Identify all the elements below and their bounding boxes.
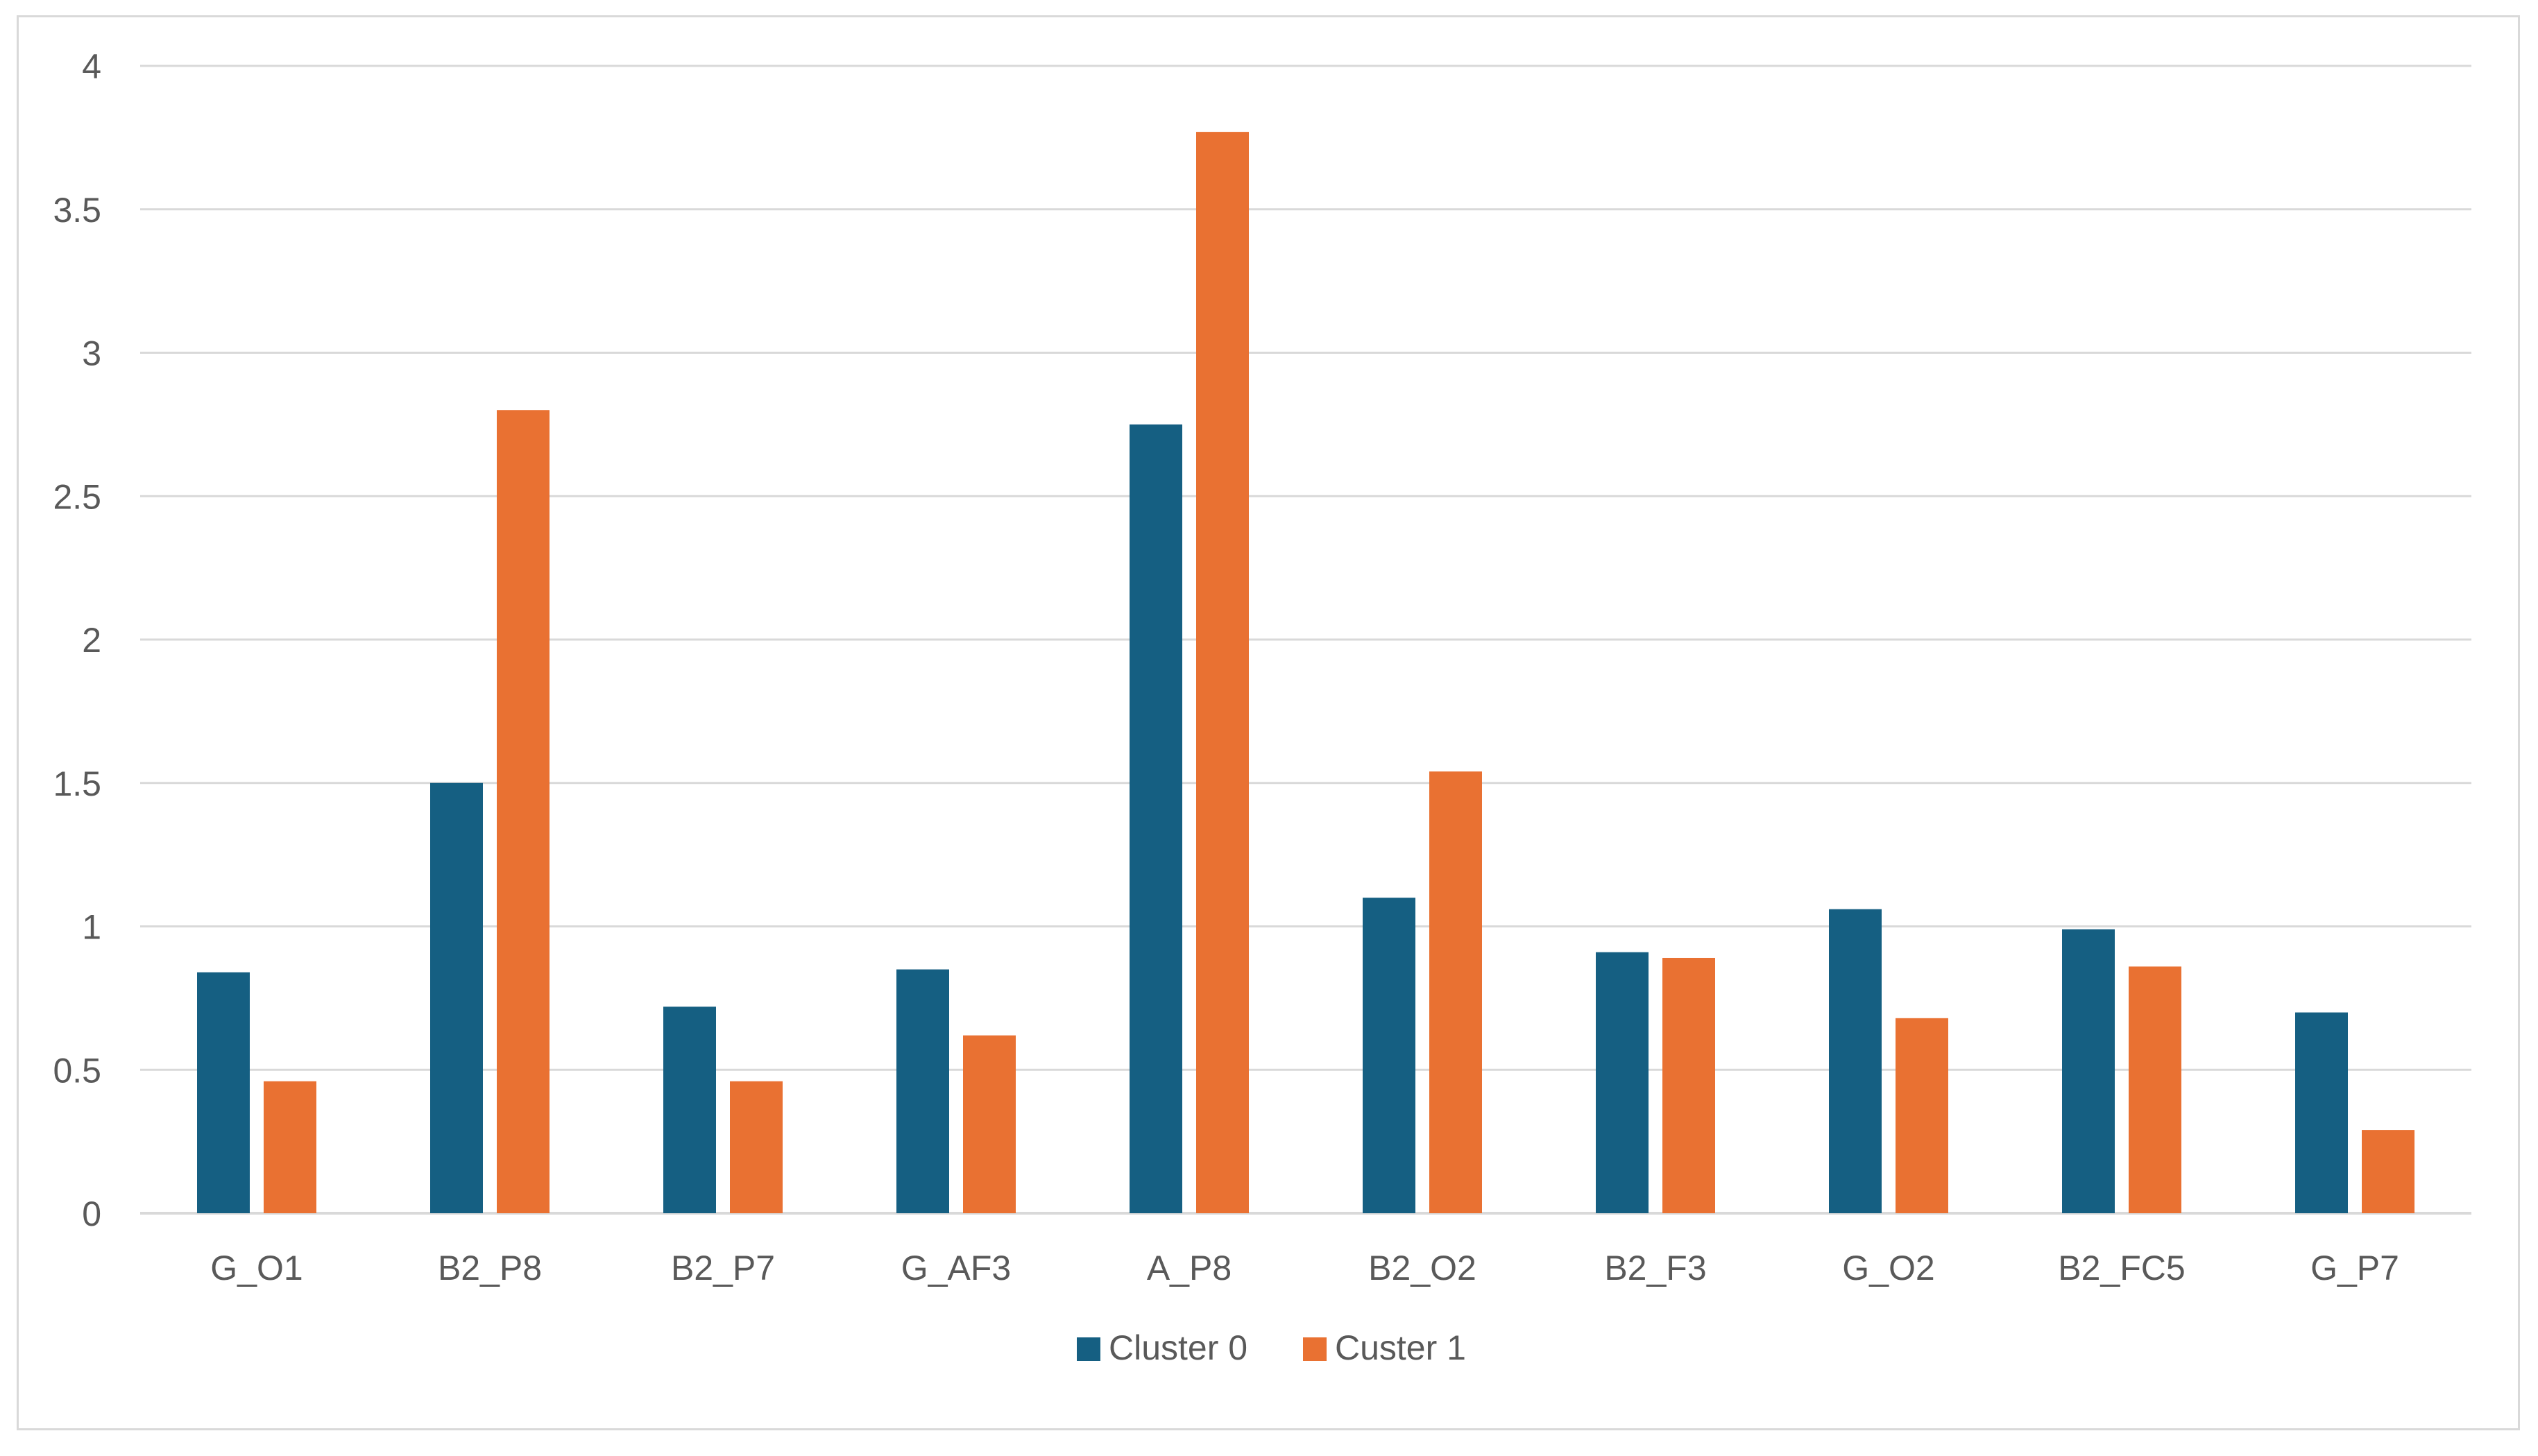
y-tick-label: 2.5 — [53, 477, 101, 516]
bar-cluster-0-b2_p8 — [430, 782, 483, 1213]
x-tick-label: G_O2 — [1842, 1249, 1934, 1287]
bar-cluster-0-g_af3 — [896, 969, 949, 1213]
legend-swatch — [1077, 1337, 1100, 1361]
x-axis-tick-labels: G_O1 B2_P8 B2_P7 G_AF3 A_P8 B2_O2 B2_F3 G_O2 B2_… — [210, 1249, 2399, 1287]
bar-custer-1-b2_p8 — [497, 410, 550, 1214]
x-tick-label: G_P7 — [2310, 1249, 2399, 1287]
bar-custer-1-g_o2 — [1896, 1018, 1948, 1213]
legend-label: Custer 1 — [1335, 1328, 1466, 1367]
legend: Cluster 0 Custer 1 — [1077, 1328, 1466, 1367]
bar-cluster-0-b2_o2 — [1363, 898, 1415, 1213]
x-tick-label: A_P8 — [1147, 1249, 1232, 1287]
x-tick-label: B2_O2 — [1368, 1249, 1476, 1287]
x-tick-label: G_O1 — [210, 1249, 303, 1287]
y-axis-tick-labels: 0 0.5 1 1.5 2 2.5 3 3.5 4 — [53, 47, 101, 1233]
bar-cluster-0-b2_fc5 — [2062, 929, 2115, 1213]
y-tick-label: 3 — [82, 334, 101, 373]
x-tick-label: B2_F3 — [1604, 1249, 1706, 1287]
legend-label: Cluster 0 — [1109, 1328, 1247, 1367]
y-tick-label: 0.5 — [53, 1051, 101, 1090]
x-tick-label: B2_P8 — [438, 1249, 542, 1287]
x-tick-label: G_AF3 — [901, 1249, 1011, 1287]
bar-custer-1-a_p8 — [1196, 132, 1249, 1214]
x-tick-label: B2_FC5 — [2058, 1249, 2185, 1287]
bar-custer-1-g_o1 — [264, 1081, 316, 1213]
y-tick-label: 1.5 — [53, 764, 101, 803]
bar-custer-1-b2_fc5 — [2129, 966, 2181, 1213]
bar-custer-1-g_af3 — [963, 1035, 1016, 1213]
y-tick-label: 3.5 — [53, 191, 101, 230]
x-tick-label: B2_P7 — [671, 1249, 775, 1287]
y-tick-label: 0 — [82, 1194, 101, 1233]
bar-custer-1-b2_p7 — [730, 1081, 783, 1213]
bar-custer-1-g_p7 — [2362, 1130, 2414, 1213]
bar-cluster-0-g_p7 — [2295, 1012, 2348, 1213]
bar-cluster-0-g_o2 — [1829, 909, 1882, 1213]
bar-custer-1-b2_o2 — [1429, 771, 1482, 1213]
gridlines — [140, 65, 2471, 1215]
bar-cluster-0-b2_f3 — [1596, 952, 1649, 1213]
bar-cluster-0-g_o1 — [197, 972, 250, 1213]
bar-cluster-0-a_p8 — [1130, 424, 1182, 1213]
y-tick-label: 1 — [82, 908, 101, 947]
bars — [197, 132, 2414, 1214]
bar-custer-1-b2_f3 — [1662, 957, 1715, 1213]
legend-swatch — [1303, 1337, 1327, 1361]
y-tick-label: 2 — [82, 621, 101, 660]
y-tick-label: 4 — [82, 47, 101, 86]
bar-cluster-0-b2_p7 — [663, 1007, 716, 1213]
